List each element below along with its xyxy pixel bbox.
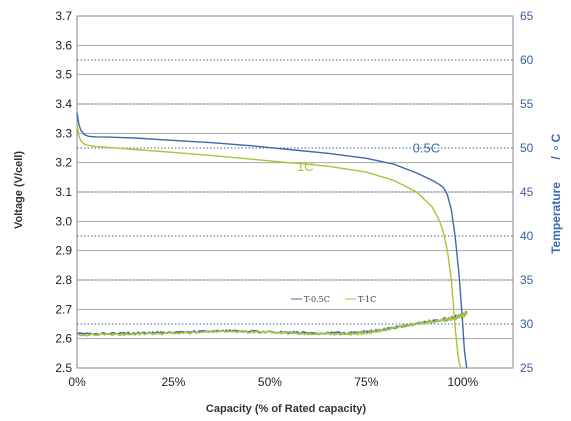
y-tick-label: 2.5 <box>55 361 72 375</box>
y-tick-label: 2.8 <box>55 273 72 287</box>
y-tick-label: 3.0 <box>55 214 72 228</box>
y2-tick-label: 45 <box>520 185 534 199</box>
y2-tick-label: 55 <box>520 97 534 111</box>
y-tick-label: 2.7 <box>55 302 72 316</box>
legend-label-t-1c: T-1C <box>358 295 376 304</box>
x-tick-label: 75% <box>354 375 378 389</box>
y2-axis-title-group: Temperature / C <box>549 133 563 254</box>
legend-label-t-05c: T-0.5C <box>304 295 330 304</box>
series-annotation: 1C <box>297 159 314 174</box>
tick-labels: 2.5 2.6 2.7 2.8 2.9 3.0 3.1 3.2 3.3 3.4 3.5 3.6 3.7 2… <box>55 9 533 389</box>
y2-axis-unit: C <box>549 133 563 142</box>
x-axis-title: Capacity (% of Rated capacity) <box>206 403 366 415</box>
y2-tick-label: 50 <box>520 141 534 155</box>
y-tick-label: 3.7 <box>55 9 72 23</box>
x-tick-label: 50% <box>258 375 282 389</box>
x-tick-label: 25% <box>161 375 185 389</box>
degree-icon <box>554 145 559 150</box>
y2-axis-unit-separator: / <box>549 156 563 160</box>
series-line-t-0-5c <box>76 310 468 336</box>
y2-tick-label: 25 <box>520 361 534 375</box>
y-tick-label: 3.5 <box>55 68 72 82</box>
annotations: 0.5C 1C <box>297 140 440 173</box>
y-tick-label: 2.9 <box>55 244 72 258</box>
x-tick-label: 0% <box>68 375 86 389</box>
grid <box>77 15 513 369</box>
y2-tick-label: 40 <box>520 229 534 243</box>
x-tick-label: 100% <box>447 375 478 389</box>
y2-tick-label: 65 <box>520 9 534 23</box>
y-tick-label: 3.4 <box>55 97 72 111</box>
y2-tick-label: 35 <box>520 273 534 287</box>
y-tick-label: 2.6 <box>55 332 72 346</box>
y2-tick-label: 60 <box>520 53 534 67</box>
y-axis-title: Voltage (V/cell) <box>13 151 25 229</box>
legend: T-0.5C T-1C <box>291 295 376 304</box>
y2-tick-label: 30 <box>520 317 534 331</box>
y-tick-label: 3.6 <box>55 38 72 52</box>
series-line-1c <box>76 124 462 369</box>
series-line-t-1c <box>76 311 468 337</box>
plot-frame <box>76 15 514 369</box>
y2-axis-title: Temperature <box>549 182 563 254</box>
series-annotation: 0.5C <box>413 140 440 155</box>
series-layer <box>76 112 468 369</box>
y-tick-label: 3.2 <box>55 156 72 170</box>
y-tick-label: 3.1 <box>55 185 72 199</box>
y-tick-label: 3.3 <box>55 126 72 140</box>
series-line-0-5c <box>76 112 468 369</box>
